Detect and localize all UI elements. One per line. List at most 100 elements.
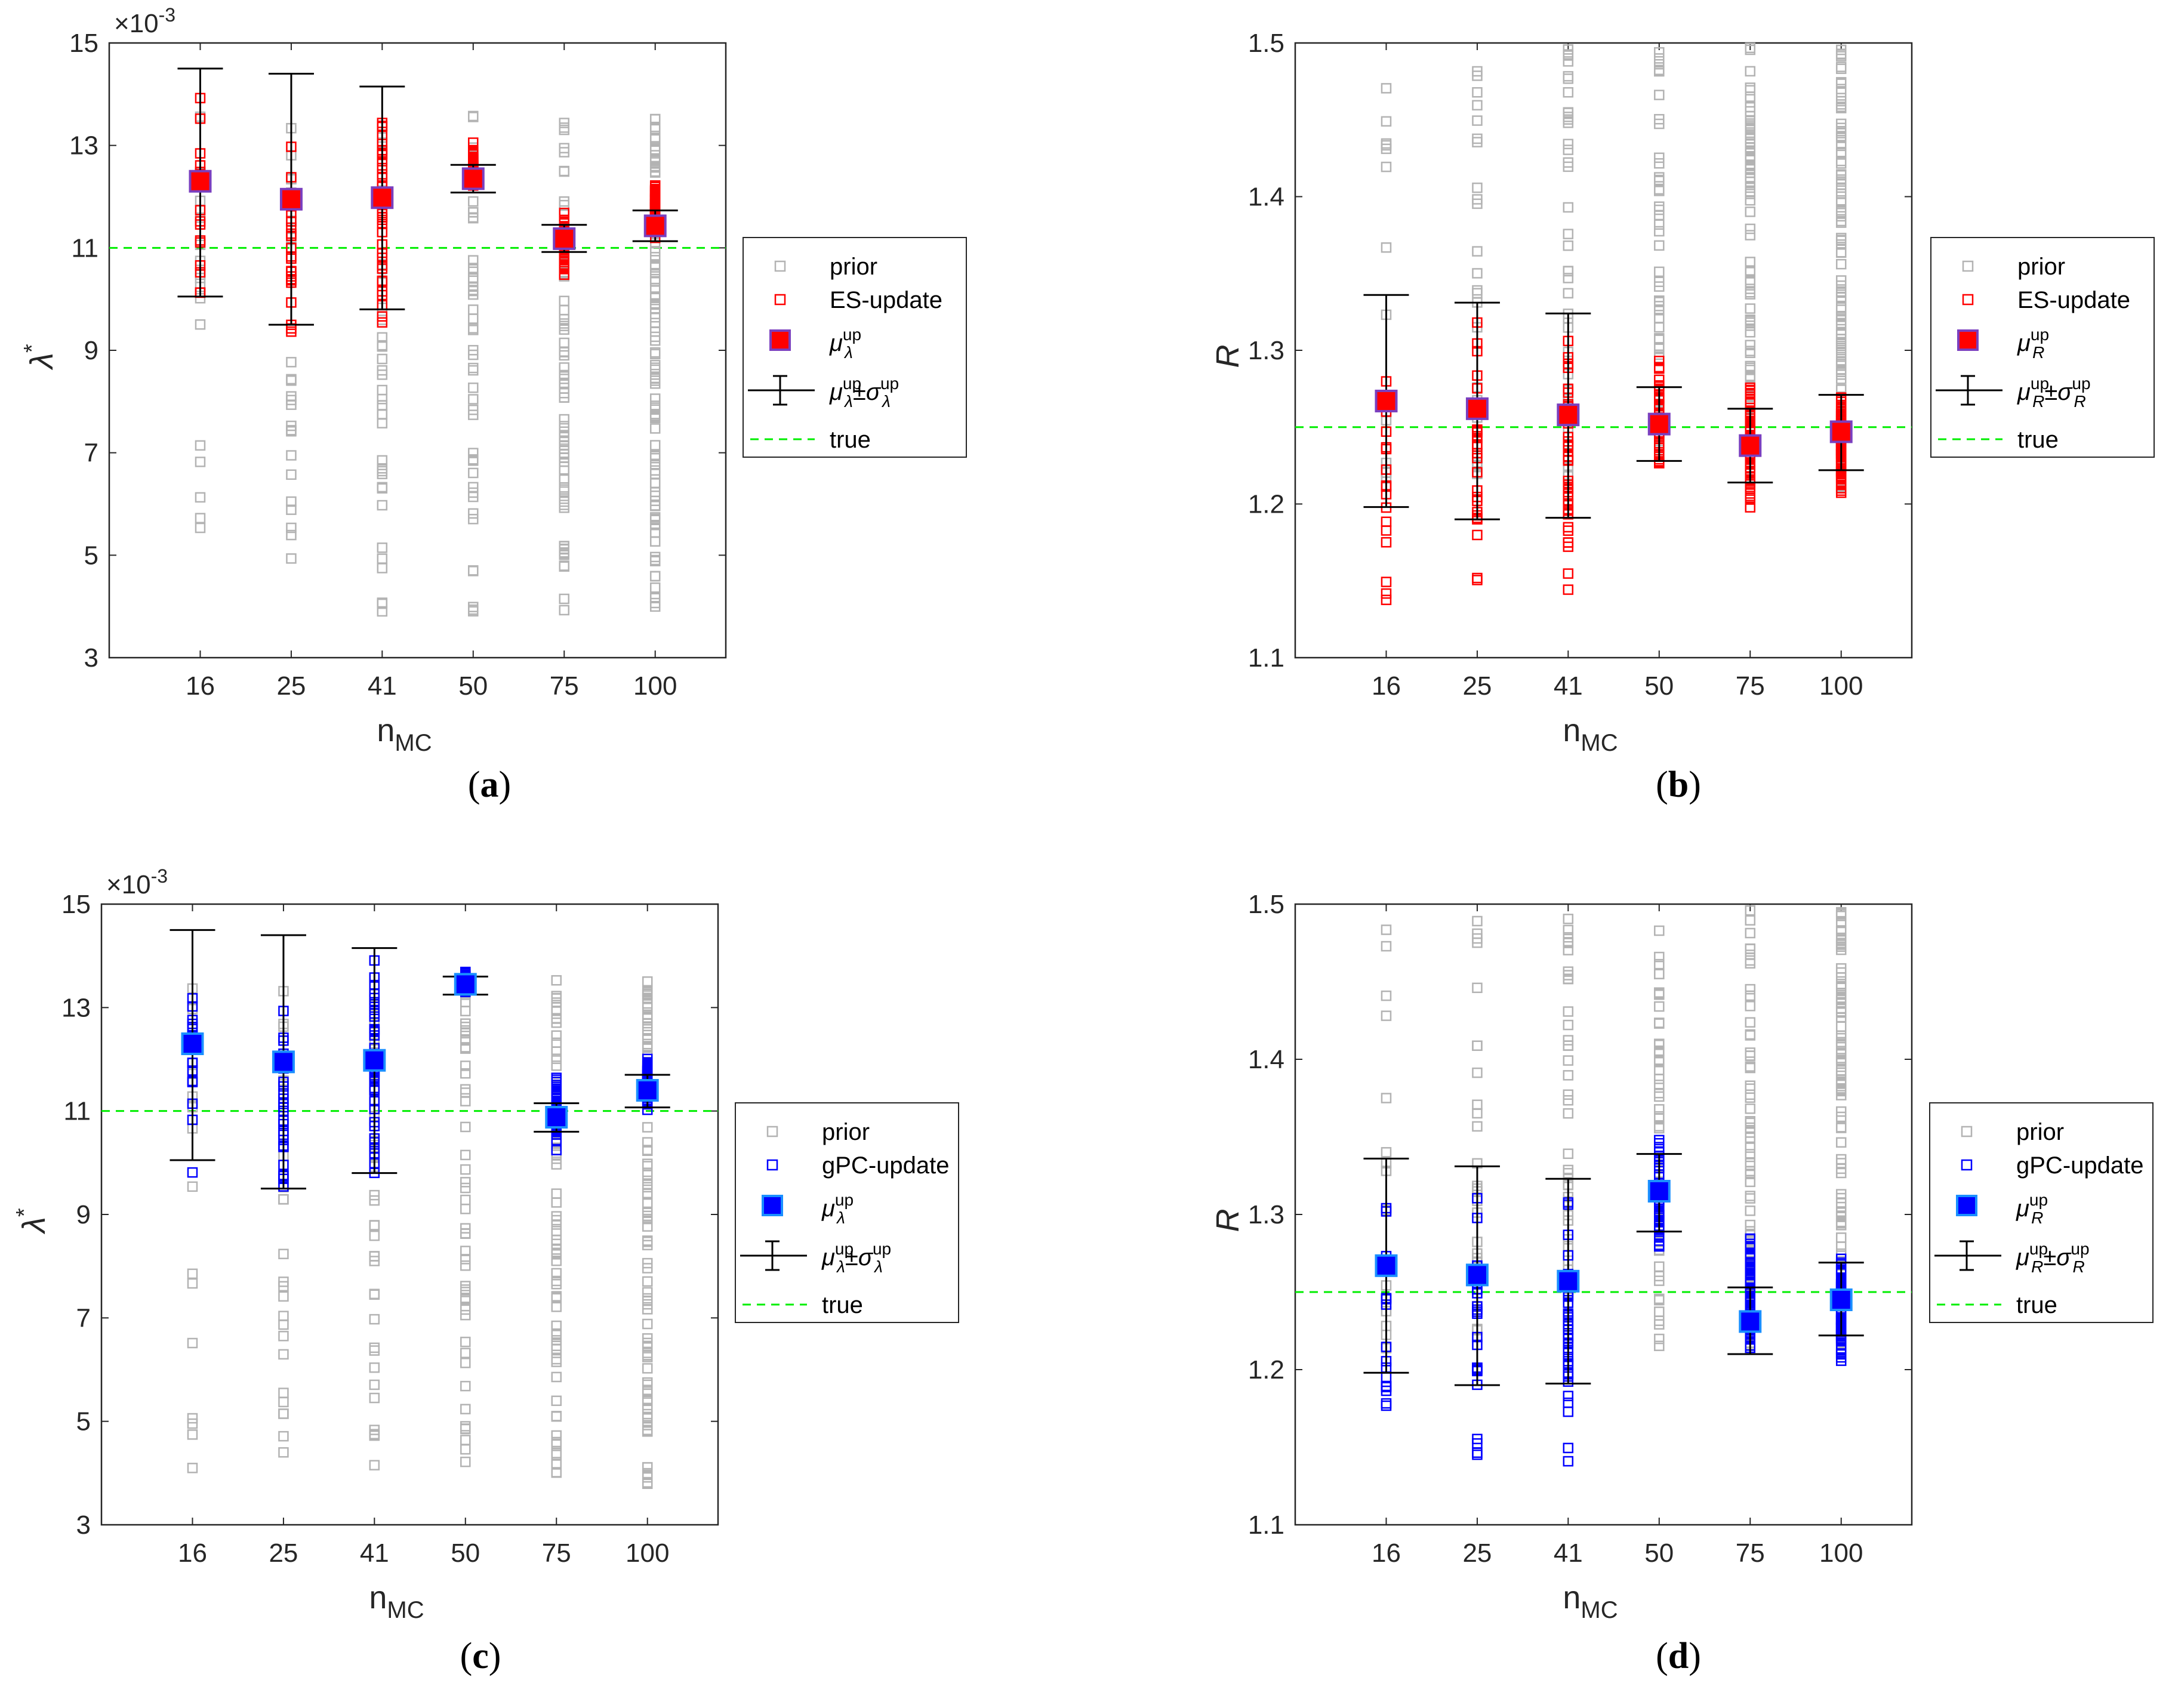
prior-marker <box>377 500 388 511</box>
prior-marker <box>1745 347 1756 359</box>
y-axis-label-main: λ <box>16 1217 52 1235</box>
y-tick-label: 13 <box>69 131 98 161</box>
prior-marker <box>278 1291 289 1302</box>
prior-marker <box>1835 963 1847 974</box>
prior-marker <box>551 1340 562 1351</box>
x-tick-label: 50 <box>451 1539 480 1568</box>
prior-marker <box>460 1404 471 1414</box>
prior-marker <box>468 482 479 493</box>
y-axis-label-main: λ <box>24 353 60 371</box>
legend-update-label: ES-update <box>2017 287 2130 313</box>
x-tick-label: 41 <box>1554 671 1583 701</box>
prior-marker <box>286 391 297 402</box>
legend-errorbar-mu: μ <box>829 379 843 405</box>
mean-marker <box>643 214 667 238</box>
prior-marker <box>1654 66 1665 77</box>
update-marker <box>1654 1241 1665 1252</box>
prior-marker <box>460 1260 471 1271</box>
legend-errorbar-mu-sub: λ <box>836 1257 845 1276</box>
prior-marker <box>1381 83 1392 94</box>
prior-marker <box>1563 273 1574 283</box>
prior-marker <box>460 1164 471 1175</box>
prior-marker <box>278 1447 289 1458</box>
prior-marker <box>1654 958 1665 970</box>
prior-marker <box>377 384 388 396</box>
prior-marker <box>286 357 297 368</box>
prior-marker <box>1654 925 1665 936</box>
prior-marker <box>1654 47 1665 58</box>
prior-marker <box>1745 1103 1756 1114</box>
prior-marker <box>1654 1018 1665 1029</box>
x-axis-label-sub: MC <box>387 1597 424 1623</box>
update-marker <box>1745 396 1756 408</box>
prior-marker <box>1745 257 1756 267</box>
prior-marker <box>649 267 661 279</box>
update-marker <box>1563 584 1574 595</box>
prior-marker <box>551 1430 562 1441</box>
legend-errorbar-pm: ± <box>2043 1244 2056 1271</box>
update-marker <box>1654 1134 1665 1146</box>
prior-marker <box>1472 182 1483 193</box>
prior-marker <box>649 312 661 323</box>
prior-marker <box>1563 1035 1574 1046</box>
prior-marker <box>1381 941 1392 952</box>
legend-mean-label: μup λ <box>829 325 861 362</box>
prior-marker <box>1472 1067 1483 1078</box>
update-marker <box>1381 537 1392 548</box>
prior-marker <box>195 457 206 467</box>
panel-caption: (b) <box>1656 764 1701 805</box>
mean-marker <box>1557 403 1580 427</box>
prior-marker <box>278 1408 289 1419</box>
prior-marker <box>559 473 570 484</box>
x-tick-label: 41 <box>1554 1539 1583 1568</box>
panel-caption-close: ) <box>499 764 512 805</box>
prior-marker <box>187 1413 198 1424</box>
prior-marker <box>1835 205 1847 216</box>
prior-marker <box>377 563 388 574</box>
prior-marker <box>642 1363 653 1374</box>
prior-marker <box>559 143 570 154</box>
update-marker <box>1563 537 1574 548</box>
prior-marker <box>460 997 471 1007</box>
prior-marker <box>468 491 479 502</box>
update-marker <box>1745 1250 1756 1261</box>
prior-marker <box>559 166 570 177</box>
prior-marker <box>460 1084 471 1095</box>
prior-marker <box>369 1289 380 1300</box>
y-tick-label: 11 <box>63 1097 91 1126</box>
y-tick-label: 3 <box>76 1510 91 1540</box>
prior-marker <box>1745 365 1756 375</box>
axes-frame <box>100 903 719 1526</box>
prior-marker <box>1381 990 1392 1001</box>
prior-marker <box>1745 1191 1756 1201</box>
prior-marker <box>460 1228 471 1239</box>
prior-marker <box>377 340 388 351</box>
x-axis-label: nMC <box>369 1580 424 1623</box>
prior-marker <box>1835 182 1847 193</box>
prior-marker <box>460 1149 471 1161</box>
update-marker <box>187 1167 198 1178</box>
prior-marker <box>642 1295 653 1306</box>
x-axis-label-sub: MC <box>395 730 432 756</box>
x-axis-label-main: n <box>1563 713 1581 748</box>
y-tick-label: 9 <box>84 336 98 365</box>
y-tick-label: 1.5 <box>1248 890 1284 919</box>
prior-marker <box>559 320 570 331</box>
panel-caption-open: ( <box>468 764 480 805</box>
prior-marker <box>286 420 297 431</box>
prior-marker <box>468 255 479 266</box>
prior-marker <box>1835 77 1847 88</box>
prior-marker <box>1563 229 1574 239</box>
prior-marker <box>1472 928 1483 939</box>
prior-marker <box>1563 1006 1574 1017</box>
prior-marker <box>187 1278 198 1289</box>
panel-caption: (c) <box>460 1636 501 1676</box>
prior-marker <box>649 134 661 145</box>
prior-marker <box>1745 958 1756 969</box>
prior-marker <box>1563 1070 1574 1081</box>
prior-marker <box>1835 982 1847 993</box>
y-tick-label: 1.2 <box>1248 490 1284 519</box>
prior-marker <box>1472 288 1483 299</box>
